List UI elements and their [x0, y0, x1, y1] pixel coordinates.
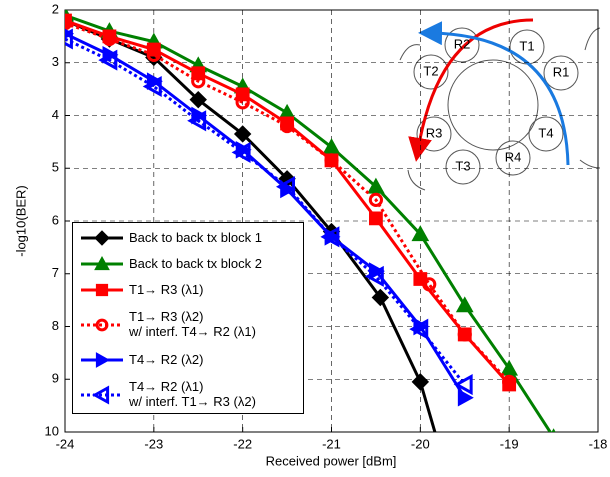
series-line: [65, 32, 467, 399]
legend-label: T1→ R3 (λ1): [129, 282, 204, 297]
marker: [187, 110, 207, 132]
marker: [364, 265, 384, 287]
inset-label: T1: [519, 38, 534, 53]
y-tick-label: 7: [52, 265, 59, 280]
inset-label: T3: [455, 158, 470, 173]
x-tick-label: -19: [500, 436, 519, 451]
y-tick-label: 6: [52, 212, 59, 227]
marker: [324, 153, 339, 168]
marker: [189, 90, 207, 109]
legend-entry: T1→ R3 (λ2) w/ interf. T4→ R2 (λ1): [79, 303, 299, 347]
marker: [457, 388, 474, 407]
marker: [368, 192, 384, 207]
legend-label: Back to back tx block 2: [129, 256, 262, 271]
y-tick-label: 5: [52, 160, 59, 175]
x-tick-label: -21: [322, 436, 341, 451]
marker: [102, 31, 117, 47]
marker: [142, 75, 162, 98]
inset-label: R1: [553, 64, 570, 79]
legend-label: T1→ R3 (λ2) w/ interf. T4→ R2 (λ1): [129, 309, 256, 339]
x-tick-label: -18: [589, 436, 608, 451]
y-tick-label: 8: [52, 318, 59, 333]
y-tick-label: 9: [52, 371, 59, 386]
marker: [411, 373, 430, 391]
legend-swatch: [81, 352, 123, 368]
legend-label: T4→ R2 (λ1) w/ interf. T1→ R3 (λ2): [129, 379, 256, 409]
legend: Back to back tx block 1 Back to back tx b…: [72, 222, 304, 414]
y-tick-label: 2: [52, 1, 59, 16]
marker: [95, 283, 109, 297]
legend-swatch: [81, 255, 123, 271]
legend-entry: T4→ R2 (λ2): [79, 347, 299, 373]
legend-label: T4→ R2 (λ2): [129, 352, 204, 367]
series-line: [65, 21, 511, 383]
legend-entry: T4→ R2 (λ1) w/ interf. T1→ R3 (λ2): [79, 373, 299, 417]
marker: [279, 118, 295, 134]
inset-label: T2: [423, 63, 438, 78]
marker: [435, 450, 451, 466]
x-axis-label: Received power [dBm]: [266, 453, 397, 468]
marker: [231, 141, 251, 163]
marker: [371, 288, 390, 307]
x-tick-label: -24: [56, 436, 75, 451]
series-line: [65, 19, 437, 432]
marker: [320, 226, 340, 248]
legend-entry: Back to back tx block 1: [79, 225, 299, 251]
marker: [233, 125, 252, 143]
inset-label: R4: [505, 149, 522, 164]
marker: [409, 318, 429, 340]
marker: [275, 176, 295, 198]
x-tick-label: -23: [144, 436, 163, 451]
inset-label: T4: [538, 125, 553, 140]
marker: [98, 49, 118, 71]
marker: [146, 47, 161, 62]
x-tick-label: -22: [233, 436, 252, 451]
series-line: [65, 37, 466, 386]
legend-swatch: [81, 230, 123, 246]
inset-label: R3: [426, 125, 443, 140]
legend-swatch: [81, 283, 123, 297]
marker: [235, 95, 250, 110]
marker: [65, 28, 73, 50]
marker: [94, 230, 110, 246]
marker: [502, 374, 517, 389]
marker: [91, 385, 110, 405]
marker: [95, 318, 109, 332]
legend-swatch: [81, 318, 123, 332]
y-tick-label: 3: [52, 54, 59, 69]
marker: [95, 352, 111, 368]
y-tick-label: 4: [52, 107, 59, 122]
y-tick-label: 10: [45, 423, 59, 438]
inset-label: R2: [454, 36, 471, 51]
marker: [411, 225, 430, 242]
legend-label: Back to back tx block 1: [129, 230, 262, 245]
marker: [457, 327, 472, 342]
marker: [551, 428, 556, 432]
inset-diagram: [399, 18, 601, 191]
y-axis-label: -log10(BER): [13, 185, 28, 257]
legend-entry: T1→ R3 (λ1): [79, 277, 299, 303]
x-tick-label: -20: [411, 436, 430, 451]
marker: [191, 74, 206, 89]
marker: [369, 211, 383, 226]
legend-swatch: [81, 385, 123, 405]
marker: [422, 277, 437, 292]
series-line: [65, 13, 552, 432]
marker: [455, 296, 474, 313]
marker: [453, 373, 473, 396]
legend-entry: Back to back tx block 2: [79, 251, 299, 277]
marker: [94, 255, 110, 271]
